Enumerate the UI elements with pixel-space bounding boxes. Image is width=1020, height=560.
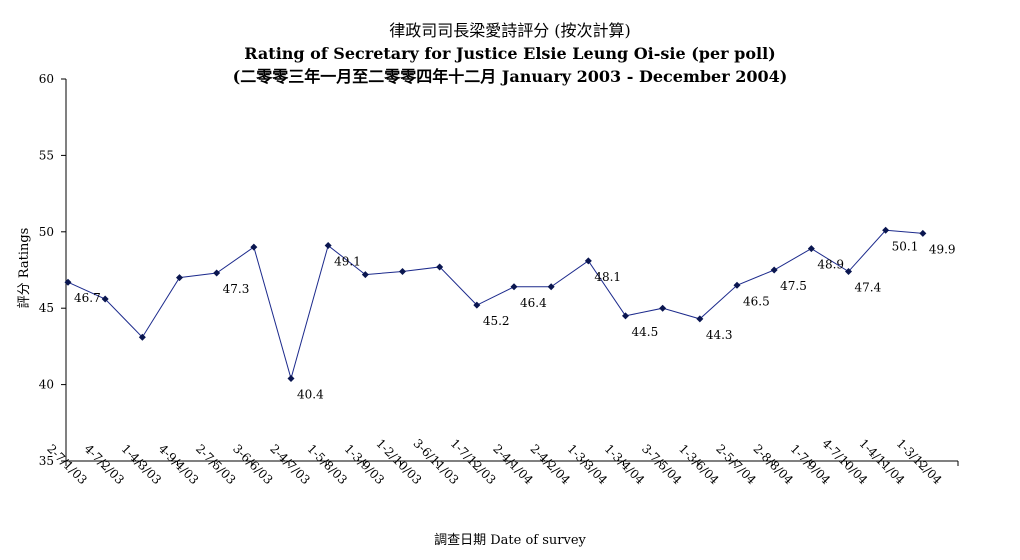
y-tick-label: 35 xyxy=(39,454,54,468)
data-point xyxy=(510,283,518,291)
chart-date-range: (二零零三年一月至二零零四年十二月 January 2003 - Decembe… xyxy=(232,67,788,86)
data-point xyxy=(622,312,629,320)
data-point xyxy=(324,242,332,250)
chart-subtitle: Rating of Secretary for Justice Elsie Le… xyxy=(244,44,776,63)
y-tick-label: 40 xyxy=(39,378,54,392)
data-label: 44.5 xyxy=(632,325,659,339)
data-point xyxy=(287,374,295,382)
data-label: 45.2 xyxy=(483,314,510,328)
x-tick-label: 2-4/7/03 xyxy=(267,442,312,487)
data-point xyxy=(733,281,741,289)
data-label: 50.1 xyxy=(892,239,919,253)
data-label: 48.9 xyxy=(817,258,844,272)
x-tick-label: 1-4/3/03 xyxy=(119,442,164,487)
data-label: 46.7 xyxy=(74,291,101,305)
data-point xyxy=(696,315,704,323)
data-label: 49.9 xyxy=(929,242,956,256)
x-tick-label: 1-5/8/03 xyxy=(304,442,349,487)
y-axis-label: 評分 Ratings xyxy=(17,228,32,309)
y-tick-label: 45 xyxy=(39,301,54,315)
y-tick-label: 55 xyxy=(39,148,54,162)
data-point xyxy=(473,301,481,309)
series-line xyxy=(67,229,923,381)
data-point xyxy=(213,269,221,277)
data-label: 47.5 xyxy=(780,279,807,293)
x-tick-label: 4-9/4/03 xyxy=(156,442,201,487)
data-point xyxy=(436,263,444,271)
chart-title: 律政司司長梁愛詩評分 (按次計算) xyxy=(389,21,631,40)
data-label: 47.4 xyxy=(855,281,882,295)
y-tick-label: 50 xyxy=(39,225,54,239)
data-label: 47.3 xyxy=(223,282,250,296)
y-tick-label: 60 xyxy=(39,72,54,86)
data-point xyxy=(882,226,890,234)
data-label: 40.4 xyxy=(297,387,324,401)
x-tick-label: 3-6/6/03 xyxy=(230,442,275,487)
data-label: 44.3 xyxy=(706,328,733,342)
data-point xyxy=(919,229,927,237)
data-label: 48.1 xyxy=(594,270,621,284)
data-point xyxy=(361,271,369,279)
data-point xyxy=(176,274,183,282)
data-point xyxy=(138,333,146,341)
data-point xyxy=(845,268,852,276)
data-point xyxy=(250,243,258,251)
data-point xyxy=(659,304,667,312)
data-point xyxy=(64,278,72,286)
x-tick-label: 4-7/2/03 xyxy=(81,442,126,487)
data-label: 46.4 xyxy=(520,296,547,310)
data-point xyxy=(807,245,815,253)
x-axis-label: 調查日期 Date of survey xyxy=(434,533,586,548)
data-point xyxy=(584,257,592,265)
x-tick-label: 2-7/5/03 xyxy=(193,442,238,487)
data-label: 49.1 xyxy=(334,255,361,269)
data-point xyxy=(770,266,778,274)
data-point xyxy=(547,283,555,291)
data-label: 46.5 xyxy=(743,294,770,308)
data-point xyxy=(101,295,109,303)
data-point xyxy=(399,268,406,276)
